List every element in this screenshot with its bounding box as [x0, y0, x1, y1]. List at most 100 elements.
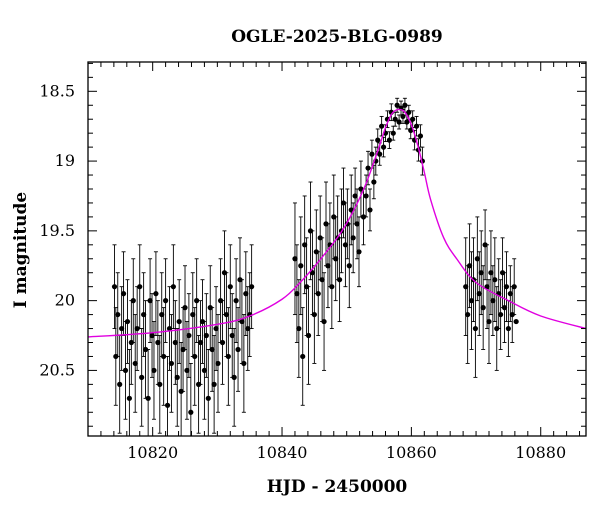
x-tick-label: 10840	[257, 443, 308, 462]
data-point	[379, 115, 385, 137]
data-point	[213, 286, 219, 371]
data-point	[498, 279, 504, 350]
data-marker	[137, 284, 143, 290]
data-marker	[466, 263, 473, 269]
data-marker	[184, 367, 190, 374]
data-marker	[151, 367, 157, 374]
data-marker	[155, 339, 161, 346]
data-point	[342, 202, 349, 288]
data-marker	[111, 284, 118, 290]
data-marker	[170, 284, 176, 290]
model-curve	[88, 108, 586, 338]
data-point	[147, 258, 153, 343]
data-marker	[209, 346, 215, 353]
data-point	[172, 300, 178, 385]
data-marker	[122, 367, 129, 374]
data-point	[346, 223, 352, 309]
data-point	[484, 244, 490, 329]
data-point	[501, 272, 508, 343]
data-marker	[503, 284, 510, 290]
data-marker	[377, 151, 383, 157]
data-point	[211, 335, 217, 434]
data-marker	[153, 291, 159, 297]
data-point	[137, 244, 143, 329]
data-point	[243, 251, 249, 336]
data-marker	[321, 318, 327, 325]
data-marker	[115, 311, 121, 318]
data-point	[139, 328, 145, 427]
data-point	[292, 202, 298, 316]
data-marker	[396, 119, 402, 125]
y-tick-label: 19.5	[39, 221, 75, 240]
y-tick-label: 19	[55, 151, 75, 170]
data-marker	[476, 291, 482, 297]
data-marker	[215, 360, 221, 367]
data-point	[333, 216, 339, 302]
data-marker	[346, 263, 352, 269]
data-marker	[213, 325, 219, 332]
data-marker	[367, 207, 373, 213]
data-marker	[379, 123, 385, 129]
data-point	[513, 318, 519, 325]
data-marker	[505, 325, 511, 332]
data-marker	[166, 325, 173, 332]
data-point	[155, 300, 161, 385]
data-marker	[325, 263, 331, 269]
data-marker	[408, 127, 414, 133]
data-marker	[192, 353, 198, 360]
data-marker	[354, 221, 360, 227]
data-marker	[350, 235, 356, 241]
data-marker	[157, 381, 163, 387]
data-point	[466, 223, 473, 309]
y-tick-label: 18.5	[39, 81, 75, 100]
data-point	[111, 244, 118, 329]
data-point	[194, 258, 200, 343]
data-marker	[130, 298, 136, 304]
data-marker	[188, 409, 194, 415]
data-marker	[486, 318, 492, 325]
data-marker	[390, 130, 396, 136]
data-point	[463, 237, 469, 336]
data-point	[141, 272, 147, 357]
data-point	[145, 349, 151, 436]
data-marker	[380, 144, 387, 150]
x-axis-label: HJD - 2450000	[267, 477, 408, 497]
data-marker	[329, 284, 335, 290]
data-marker	[513, 318, 519, 325]
data-marker	[223, 311, 230, 318]
data-marker	[507, 291, 513, 297]
data-marker	[298, 263, 304, 269]
data-marker	[302, 242, 308, 248]
data-marker	[417, 133, 424, 139]
data-point	[227, 244, 233, 329]
data-point	[233, 258, 239, 343]
data-point	[239, 279, 245, 364]
data-point	[474, 216, 480, 302]
data-point	[229, 293, 235, 378]
data-marker	[176, 318, 182, 325]
data-marker	[292, 256, 298, 262]
x-tick-label: 10880	[515, 443, 566, 462]
data-point	[321, 272, 327, 371]
data-marker	[227, 284, 233, 290]
data-point	[296, 279, 302, 378]
data-point	[511, 258, 517, 316]
data-marker	[120, 291, 127, 297]
data-marker	[117, 381, 123, 387]
data-point	[352, 167, 358, 225]
data-point	[417, 124, 424, 148]
data-marker	[371, 179, 377, 185]
data-marker	[229, 332, 235, 339]
data-point	[153, 251, 159, 336]
data-point	[386, 131, 392, 149]
data-marker	[305, 332, 312, 339]
data-marker	[172, 339, 178, 346]
axis-ticks: 10820 10840 10860 10880 18.5 19 19.5 20 20.5	[39, 62, 586, 462]
data-marker	[194, 298, 200, 304]
data-marker	[243, 291, 249, 297]
data-marker	[141, 311, 147, 318]
data-point	[392, 111, 398, 127]
data-point	[182, 265, 188, 350]
data-marker	[394, 102, 400, 108]
